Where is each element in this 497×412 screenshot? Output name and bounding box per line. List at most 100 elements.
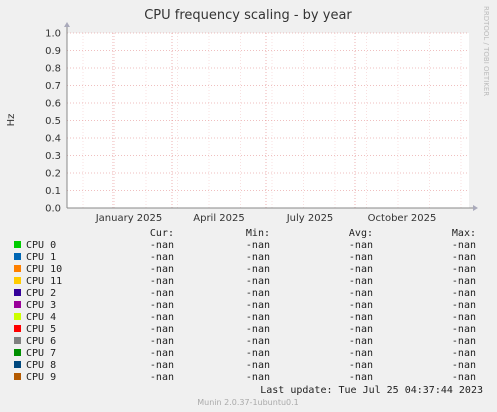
chart-title: CPU frequency scaling - by year	[144, 8, 352, 23]
axes	[64, 22, 478, 211]
legend-value-avg: -nan	[349, 252, 373, 263]
legend-swatch	[14, 373, 21, 380]
y-tick-label: 0.2	[45, 169, 61, 180]
y-tick-label: 0.4	[45, 134, 61, 145]
legend-value-max: -nan	[452, 300, 476, 311]
legend-value-min: -nan	[246, 348, 270, 359]
legend-value-min: -nan	[246, 240, 270, 251]
legend-series-label: CPU 2	[26, 288, 56, 299]
legend-value-max: -nan	[452, 360, 476, 371]
legend-series-label: CPU 3	[26, 300, 56, 311]
legend-value-min: -nan	[246, 288, 270, 299]
legend-value-min: -nan	[246, 360, 270, 371]
legend: Cur: Min: Avg: Max:CPU 0 -nan -nan -nan -nanCPU…	[14, 228, 476, 383]
legend-swatch	[14, 337, 21, 344]
legend-swatch	[14, 325, 21, 332]
y-tick-label: 0.8	[45, 64, 61, 75]
legend-swatch	[14, 313, 21, 320]
y-tick-label: 0.3	[45, 151, 61, 162]
legend-swatch	[14, 265, 21, 272]
legend-value-min: -nan	[246, 300, 270, 311]
legend-value-avg: -nan	[349, 324, 373, 335]
legend-value-avg: -nan	[349, 348, 373, 359]
munin-version-text: Munin 2.0.37-1ubuntu0.1	[197, 398, 299, 407]
last-update-text: Last update: Tue Jul 25 04:37:44 2023	[260, 385, 483, 396]
legend-value-cur: -nan	[150, 252, 174, 263]
y-tick-label: 0.6	[45, 99, 61, 110]
legend-value-max: -nan	[452, 324, 476, 335]
legend-series-label: CPU 8	[26, 360, 56, 371]
legend-swatch	[14, 241, 21, 248]
y-tick-label: 0.1	[45, 186, 61, 197]
legend-value-avg: -nan	[349, 372, 373, 383]
legend-value-cur: -nan	[150, 288, 174, 299]
legend-value-max: -nan	[452, 312, 476, 323]
legend-column-header: Avg:	[349, 228, 373, 239]
legend-column-header: Cur:	[150, 228, 174, 239]
legend-value-min: -nan	[246, 336, 270, 347]
legend-series-label: CPU 5	[26, 324, 56, 335]
legend-value-max: -nan	[452, 240, 476, 251]
legend-value-avg: -nan	[349, 336, 373, 347]
grid	[67, 32, 469, 208]
legend-swatch	[14, 277, 21, 284]
legend-column-header: Min:	[246, 228, 270, 239]
legend-value-avg: -nan	[349, 264, 373, 275]
legend-series-label: CPU 6	[26, 336, 56, 347]
legend-value-avg: -nan	[349, 276, 373, 287]
legend-series-label: CPU 11	[26, 276, 62, 287]
legend-value-cur: -nan	[150, 276, 174, 287]
legend-swatch	[14, 301, 21, 308]
legend-value-cur: -nan	[150, 312, 174, 323]
legend-column-header: Max:	[452, 228, 476, 239]
legend-value-min: -nan	[246, 324, 270, 335]
legend-value-max: -nan	[452, 288, 476, 299]
legend-series-label: CPU 4	[26, 312, 56, 323]
legend-value-max: -nan	[452, 348, 476, 359]
legend-value-cur: -nan	[150, 360, 174, 371]
y-axis-label: Hz	[6, 114, 17, 127]
legend-value-max: -nan	[452, 252, 476, 263]
y-tick-label: 0.7	[45, 81, 61, 92]
x-tick-label: July 2025	[286, 213, 334, 224]
legend-value-cur: -nan	[150, 300, 174, 311]
x-tick-label: April 2025	[193, 213, 244, 224]
y-tick-label: 1.0	[45, 29, 61, 40]
legend-value-min: -nan	[246, 264, 270, 275]
legend-value-avg: -nan	[349, 288, 373, 299]
legend-value-cur: -nan	[150, 336, 174, 347]
legend-value-cur: -nan	[150, 264, 174, 275]
legend-value-max: -nan	[452, 276, 476, 287]
y-axis-arrow	[64, 22, 70, 27]
legend-series-label: CPU 10	[26, 264, 62, 275]
legend-value-cur: -nan	[150, 372, 174, 383]
x-ticks: January 2025 April 2025 July 2025 October 2…	[95, 213, 437, 224]
legend-value-max: -nan	[452, 372, 476, 383]
legend-swatch	[14, 289, 21, 296]
legend-value-min: -nan	[246, 312, 270, 323]
legend-series-label: CPU 0	[26, 240, 56, 251]
legend-value-cur: -nan	[150, 324, 174, 335]
legend-swatch	[14, 253, 21, 260]
x-tick-label: January 2025	[95, 213, 163, 224]
legend-series-label: CPU 7	[26, 348, 56, 359]
legend-value-avg: -nan	[349, 312, 373, 323]
legend-value-avg: -nan	[349, 360, 373, 371]
legend-swatch	[14, 349, 21, 356]
legend-series-label: CPU 9	[26, 372, 56, 383]
y-tick-label: 0.0	[45, 204, 61, 215]
legend-swatch	[14, 361, 21, 368]
y-tick-label: 0.9	[45, 46, 61, 57]
y-ticks: 0.0 0.1 0.2 0.3 0.4 0.5 0.6 0.7 0.8 0.9 1.0	[45, 29, 61, 215]
side-credit-label: RRDTOOL / TOBI OETIKER	[482, 6, 490, 96]
legend-value-min: -nan	[246, 252, 270, 263]
y-tick-label: 0.5	[45, 116, 61, 127]
legend-value-min: -nan	[246, 276, 270, 287]
legend-value-avg: -nan	[349, 240, 373, 251]
legend-value-min: -nan	[246, 372, 270, 383]
legend-series-label: CPU 1	[26, 252, 56, 263]
legend-value-cur: -nan	[150, 348, 174, 359]
legend-value-cur: -nan	[150, 240, 174, 251]
legend-value-max: -nan	[452, 264, 476, 275]
